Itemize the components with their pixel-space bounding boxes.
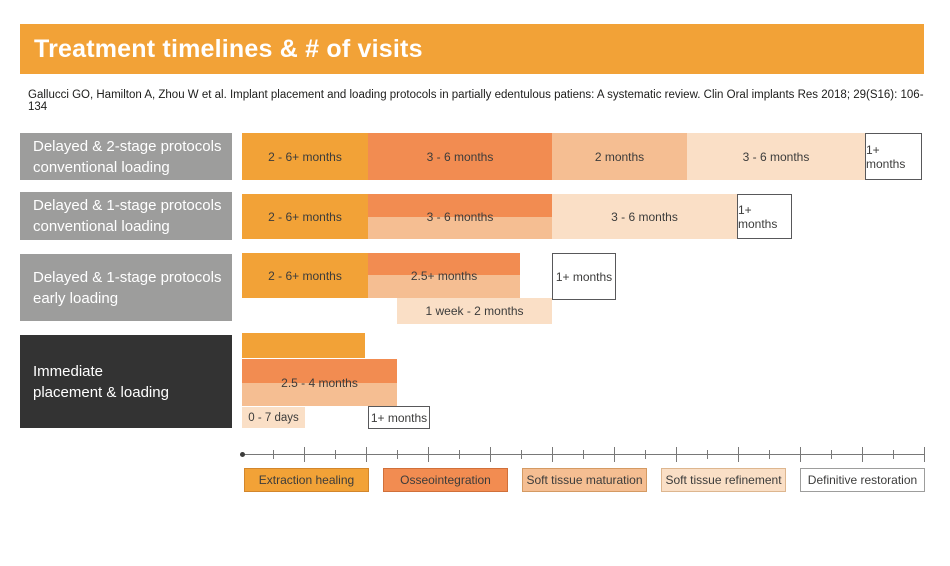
seg-definitive-restoration: 1+ months [865,133,922,180]
axis-tick [800,447,801,462]
axis-line [240,454,924,455]
axis-tick [738,447,739,462]
legend-item-osseointegration: Osseointegration [383,468,508,492]
duration-label: 2 months [594,149,645,164]
duration-label: 2 - 6+ months [268,149,342,164]
row-label-delayed-2-stage-conventional: Delayed & 2-stage protocols conventional… [20,133,232,180]
page-title: Treatment timelines & # of visits [34,34,423,63]
legend-label: Definitive restoration [807,473,918,487]
duration-label: 1+ months [738,202,778,231]
row-label-line: early loading [33,289,119,307]
axis-tick [862,447,863,462]
duration-label: 2 - 6+ months [268,209,342,224]
row-label-delayed-1-stage-early: Delayed & 1-stage protocols early loadin… [20,254,232,321]
axis-tick [893,450,894,459]
axis-tick [924,447,925,462]
row-label-line: Immediate [33,362,104,380]
seg-definitive-restoration: 1+ months [368,406,430,429]
seg-extraction-healing: 2 - 6+ months [242,194,368,239]
header-bar: Treatment timelines & # of visits [20,24,924,74]
legend-item-soft-tissue-maturation: Soft tissue maturation [522,468,647,492]
citation-text: Gallucci GO, Hamilton A, Zhou W et al. I… [28,89,924,113]
seg-soft-tissue-refinement: 1 week - 2 months [397,298,552,324]
legend-label: Extraction healing [258,473,355,487]
seg-soft-tissue-maturation: 2 months [552,133,687,180]
legend-item-definitive-restoration: Definitive restoration [800,468,925,492]
seg-soft-tissue-maturation [242,383,397,406]
legend-label: Soft tissue refinement [665,473,782,487]
duration-label: 0 - 7 days [248,411,299,424]
seg-soft-tissue-refinement: 3 - 6 months [552,194,737,239]
duration-label: 2.5 - 4 months [281,375,358,390]
seg-osseointegration: 3 - 6 months [368,133,552,180]
duration-label: 1+ months [866,142,906,171]
duration-label: 3 - 6 months [611,209,678,224]
timeline-axis [240,446,930,466]
duration-label: 1 week - 2 months [425,304,524,318]
axis-tick [521,450,522,459]
axis-tick [366,447,367,462]
duration-label: 1+ months [555,269,613,284]
seg-extraction-healing: 2 - 6+ months [242,253,368,298]
legend-label: Soft tissue maturation [526,473,643,487]
seg-definitive-restoration: 1+ months [737,194,792,239]
seg-osseo-maturation-split: 2.5 - 4 months [242,359,397,406]
row-label-line: conventional loading [33,218,170,235]
row-label-immediate: Immediate placement & loading [20,335,232,428]
seg-osseointegration [242,359,397,383]
axis-tick [304,447,305,462]
seg-soft-tissue-refinement: 3 - 6 months [687,133,865,180]
seg-osseointegration [368,253,520,275]
row-label-delayed-1-stage-conventional: Delayed & 1-stage protocols conventional… [20,192,232,240]
duration-label: 1+ months [370,410,428,425]
axis-tick [490,447,491,462]
row-label-line: placement & loading [33,383,169,401]
row-label-line: Delayed & 2-stage protocols [33,137,222,155]
axis-tick [645,450,646,459]
legend-item-extraction-healing: Extraction healing [244,468,369,492]
axis-tick [335,450,336,459]
axis-tick [583,450,584,459]
duration-label: 2 - 6+ months [268,268,342,283]
seg-osseointegration [368,194,552,217]
axis-tick [676,447,677,462]
legend-item-soft-tissue-refinement: Soft tissue refinement [661,468,786,492]
seg-osseo-maturation-split: 3 - 6 months [368,194,552,239]
axis-tick [614,447,615,462]
duration-label: 3 - 6 months [426,209,494,224]
seg-extraction-healing: 2 - 6+ months [242,133,368,180]
seg-soft-tissue-refinement: 0 - 7 days [242,407,305,428]
seg-osseo-maturation-split: 2.5+ months [368,253,520,298]
row-label-line: Delayed & 1-stage protocols [33,268,222,286]
duration-label: 3 - 6 months [426,149,494,164]
row-label-line: conventional loading [33,158,170,176]
axis-tick [831,450,832,459]
axis-tick [397,450,398,459]
row-label-line: Delayed & 1-stage protocols [33,197,222,214]
legend-label: Osseointegration [400,473,491,487]
axis-tick [459,450,460,459]
axis-tick [707,450,708,459]
duration-label: 2.5+ months [410,268,478,283]
axis-start-dot [240,452,245,457]
axis-tick [552,447,553,462]
duration-label: 3 - 6 months [742,149,810,164]
axis-tick [769,450,770,459]
axis-tick [273,450,274,459]
seg-definitive-restoration: 1+ months [552,253,616,300]
axis-tick [428,447,429,462]
seg-extraction-healing [242,333,365,358]
seg-soft-tissue-maturation [368,275,520,298]
seg-soft-tissue-maturation [368,217,552,239]
